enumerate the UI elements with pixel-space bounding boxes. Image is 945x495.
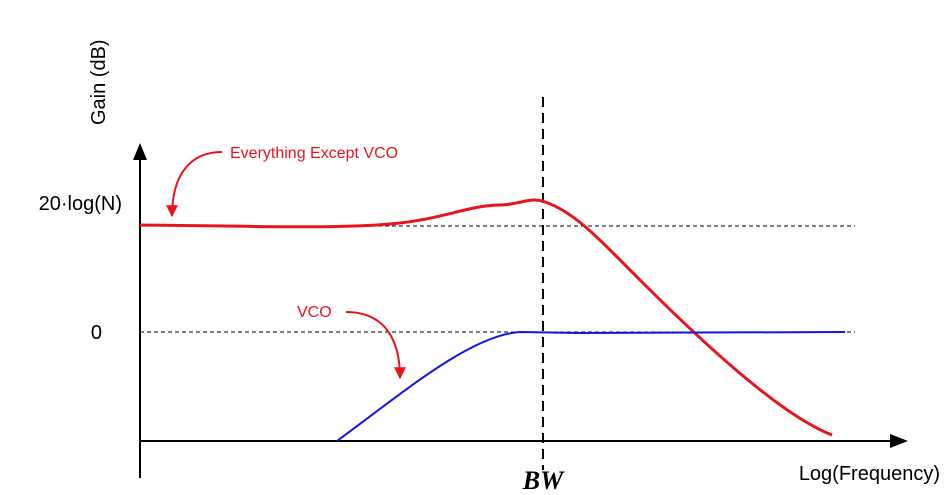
level-label: 20·log(N) [39, 193, 122, 215]
x-arrow [890, 434, 908, 448]
loop-annotation: Everything Except VCO [230, 145, 398, 162]
y-arrow [133, 143, 147, 160]
y-label: Gain (dB) [88, 39, 110, 125]
bw-label: BW [522, 466, 565, 495]
vco-curve [336, 330, 846, 442]
zero-label: 0 [91, 322, 102, 344]
vco-annotation: VCO [297, 304, 332, 321]
x-label: Log(Frequency) [799, 463, 940, 485]
loop-arrow [166, 151, 223, 218]
vco-arrow [345, 311, 406, 380]
loop-curve [139, 198, 833, 437]
